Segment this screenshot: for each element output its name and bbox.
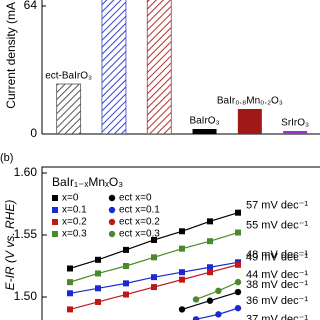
marker: [67, 265, 73, 272]
legend-marker: [52, 219, 58, 225]
marker: [192, 316, 200, 320]
marker: [207, 238, 213, 245]
y-axis-label: E-IR (V vs. RHE): [3, 200, 17, 291]
slope-annotation: 44 mV dec⁻¹: [246, 269, 308, 281]
legend-title: BaIr₁₋ₓMnₓO₃: [52, 175, 123, 189]
legend-label: ect x=0.1: [119, 205, 160, 216]
marker: [215, 287, 222, 294]
marker: [234, 288, 242, 296]
legend-label: x=0.1: [62, 205, 87, 216]
marker: [151, 254, 157, 261]
legend-marker: [52, 195, 58, 201]
slope-annotation: 37 mV dec⁻¹: [246, 314, 308, 320]
bar-label: SrIrO₃: [281, 118, 309, 129]
marker: [95, 256, 101, 263]
marker: [95, 298, 101, 305]
slope-annotation: 48 mV dec⁻¹: [246, 249, 308, 261]
marker: [178, 306, 186, 313]
marker: [235, 229, 241, 236]
bars: [56, 0, 308, 134]
marker: [151, 236, 157, 243]
legend-label: ect x=0.2: [119, 217, 160, 228]
marker: [192, 296, 200, 303]
legend-marker: [52, 231, 58, 237]
marker: [95, 270, 101, 277]
legend-marker: [108, 230, 116, 238]
marker: [123, 263, 129, 269]
y-tick-label: 64: [24, 0, 38, 12]
marker: [95, 285, 101, 292]
y-tick-label: 1.55: [14, 227, 38, 241]
marker: [67, 290, 73, 297]
marker: [123, 291, 129, 298]
marker: [207, 218, 213, 225]
marker: [215, 311, 222, 318]
marker: [67, 279, 73, 286]
slope-annotation: 57 mV dec⁻¹: [246, 200, 308, 212]
marker: [151, 274, 157, 281]
marker: [67, 306, 73, 313]
marker: [123, 246, 129, 253]
bar: [283, 131, 308, 134]
slope-annotation: 49 mV dec⁻¹: [246, 252, 308, 264]
marker: [179, 228, 185, 235]
bar-label: ect-BaIrO₃: [45, 71, 92, 82]
marker: [234, 278, 242, 286]
legend-label: ect x=0.3: [119, 229, 160, 240]
marker: [235, 261, 241, 268]
legend-marker: [52, 207, 58, 213]
plot: 57 mV dec⁻¹ 48 mV dec⁻¹49 mV dec⁻¹ 55 mV d…: [67, 200, 308, 320]
y-tick-label: 0: [30, 126, 37, 140]
y-tick-label: 1.50: [14, 289, 38, 303]
plot-frame: [41, 166, 320, 320]
legend-label: ect x=0: [119, 193, 152, 204]
bar: [237, 109, 262, 134]
marker: [207, 269, 213, 276]
marker: [123, 280, 129, 287]
bar-label: BaIr₀.₈Mn₀.₂O₃: [217, 96, 283, 107]
marker: [206, 297, 214, 304]
y-tick-label: 1.60: [14, 165, 38, 179]
marker: [179, 245, 185, 252]
bar-label: BaIrO₃: [189, 116, 219, 127]
marker: [179, 276, 185, 283]
legend-label: x=0: [62, 193, 79, 204]
legend-marker: [108, 206, 116, 214]
bar: [146, 0, 172, 134]
panel-label: (b): [0, 152, 13, 164]
slope-annotation: 38 mV dec⁻¹: [246, 279, 308, 291]
slope-annotation: 55 mV dec⁻¹: [246, 219, 308, 231]
y-axis-label: Current density (mA: [4, 2, 18, 109]
marker: [234, 304, 242, 312]
legend-label: x=0.2: [62, 217, 87, 228]
bar: [192, 129, 217, 134]
marker: [179, 269, 185, 276]
legend-marker: [108, 218, 116, 226]
marker: [207, 264, 213, 271]
slope-annotation: 36 mV dec⁻¹: [246, 295, 308, 307]
legend-label: x=0.3: [62, 229, 87, 240]
legend-marker: [108, 194, 116, 202]
bar: [56, 83, 82, 134]
marker: [235, 209, 241, 216]
bar: [101, 0, 127, 134]
marker: [151, 284, 157, 291]
